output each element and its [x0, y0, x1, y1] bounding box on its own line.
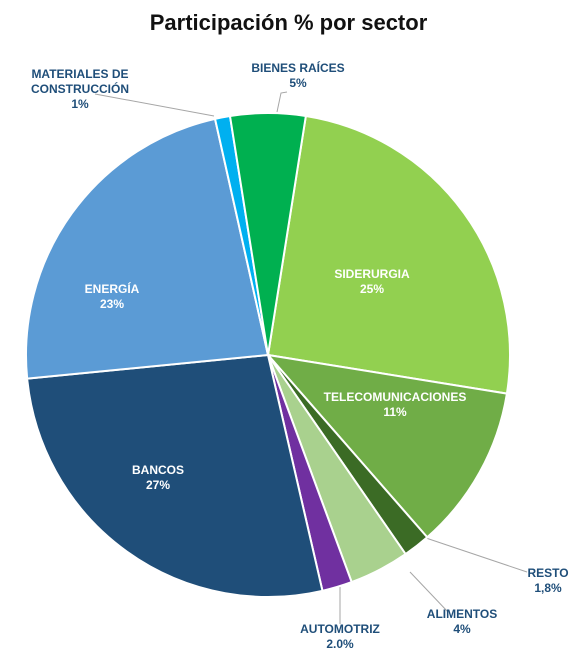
label-name: MATERIALES DE CONSTRUCCIÓN [31, 67, 129, 96]
pie-slice [25, 117, 270, 380]
pie-slice [26, 353, 324, 598]
data-label: RESTO 1,8% [527, 566, 568, 596]
label-name: BANCOS [131, 463, 185, 477]
label-value: 5% [289, 76, 307, 90]
label-value: 4% [453, 622, 471, 636]
data-label: BIENES RAÍCES 5% [251, 61, 344, 91]
label-name: ENERGÍA [84, 282, 140, 296]
leader-line [94, 93, 215, 117]
data-label: ALIMENTOS 4% [427, 607, 497, 637]
label-value: 23% [99, 297, 125, 311]
leader-line [422, 536, 528, 573]
label-name: AUTOMOTRIZ [300, 622, 380, 636]
data-label: AUTOMOTRIZ 2.0% [300, 622, 380, 652]
data-label: BANCOS 27% [132, 463, 184, 493]
pie-slice [265, 353, 509, 539]
label-value: 1% [71, 97, 89, 111]
label-value: 27% [145, 478, 171, 492]
data-label: TELECOMUNICACIONES 11% [324, 390, 467, 420]
label-name: BIENES RAÍCES [251, 61, 345, 75]
label-value: 1,8% [534, 581, 562, 595]
leader-lines [94, 91, 528, 624]
label-name: RESTO [527, 566, 569, 580]
leader-line [276, 91, 288, 113]
label-value: 25% [359, 282, 385, 296]
chart-title: Participación % por sector [149, 10, 428, 35]
leader-line [409, 571, 449, 613]
data-label: MATERIALES DE CONSTRUCCIÓN 1% [20, 67, 140, 112]
pie-slice [228, 111, 308, 356]
label-value: 11% [383, 405, 407, 419]
label-value: 2.0% [326, 637, 354, 651]
pie-slice [266, 114, 511, 395]
label-name: SIDERURGIA [334, 267, 410, 281]
label-name: TELECOMUNICACIONES [323, 390, 467, 404]
label-name: ALIMENTOS [426, 607, 498, 621]
data-label: SIDERURGIA 25% [334, 267, 409, 297]
data-label: ENERGÍA 23% [85, 282, 140, 312]
